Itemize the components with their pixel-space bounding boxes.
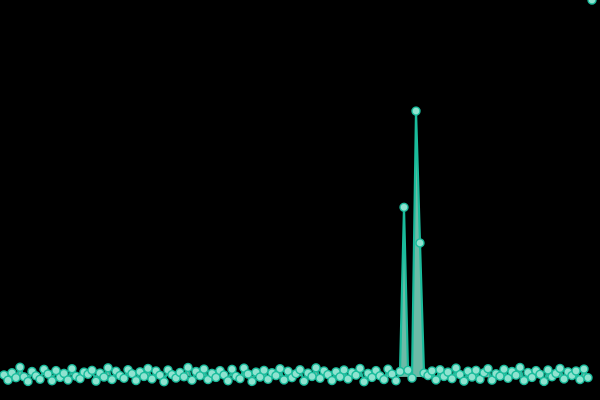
- data-point-marker: [451, 363, 461, 373]
- data-point-marker: [199, 364, 209, 374]
- data-point-marker: [471, 365, 481, 375]
- data-point-marker: [35, 374, 45, 384]
- data-point-marker: [355, 363, 365, 374]
- data-point-marker: [359, 377, 369, 387]
- data-point-marker: [511, 370, 521, 380]
- data-point-marker: [499, 364, 509, 375]
- data-point-marker: [3, 375, 13, 385]
- data-point-marker: [315, 373, 325, 384]
- data-point-marker: [87, 365, 97, 375]
- data-point-marker: [263, 374, 273, 384]
- data-point-marker: [583, 373, 593, 383]
- data-point-marker: [179, 372, 189, 382]
- data-point-marker: [227, 364, 237, 375]
- data-point-marker: [579, 364, 589, 374]
- data-point-marker: [403, 365, 413, 375]
- data-point-marker: [559, 374, 569, 384]
- data-point-marker: [487, 375, 497, 385]
- data-point-marker: [435, 364, 445, 375]
- data-point-marker: [147, 374, 157, 384]
- data-point-marker: [527, 372, 537, 383]
- data-point-marker: [47, 376, 57, 386]
- data-point-marker: [195, 371, 205, 381]
- data-point-marker: [459, 376, 469, 386]
- data-point-marker: [543, 365, 553, 375]
- data-point-marker: [475, 374, 485, 384]
- data-point-marker: [159, 377, 169, 387]
- data-point-marker: [483, 364, 493, 374]
- data-point-marker: [247, 376, 257, 387]
- data-point-marker: [103, 363, 113, 373]
- data-point-marker: [587, 0, 597, 5]
- data-point-marker: [211, 372, 221, 383]
- data-point-marker: [99, 372, 109, 382]
- data-point-marker: [283, 366, 293, 376]
- data-point-marker: [539, 376, 549, 387]
- data-point-marker: [299, 376, 309, 386]
- data-point-marker: [431, 375, 441, 385]
- data-point-marker: [187, 375, 197, 385]
- data-point-marker: [223, 376, 233, 386]
- data-point-marker: [455, 369, 465, 380]
- data-point-markers: [0, 0, 597, 387]
- data-point-marker: [143, 363, 153, 374]
- data-point-marker: [391, 376, 401, 386]
- data-point-marker: [139, 371, 149, 382]
- data-point-marker: [119, 373, 129, 384]
- data-point-marker: [447, 373, 457, 384]
- data-point-marker: [407, 373, 417, 383]
- data-point-marker: [339, 365, 349, 375]
- data-point-marker: [343, 374, 353, 384]
- data-point-marker: [23, 376, 33, 387]
- data-point-marker: [387, 369, 397, 379]
- data-point-marker: [399, 202, 409, 212]
- data-point-marker: [307, 371, 317, 382]
- data-point-marker: [555, 363, 565, 374]
- data-point-marker: [311, 363, 321, 373]
- data-point-marker: [67, 364, 77, 374]
- data-point-marker: [259, 365, 269, 375]
- data-point-marker: [575, 374, 585, 385]
- data-point-marker: [243, 369, 253, 379]
- data-point-marker: [327, 375, 337, 386]
- data-point-marker: [571, 366, 581, 376]
- data-point-marker: [11, 373, 21, 383]
- data-point-marker: [279, 375, 289, 385]
- data-point-marker: [43, 369, 53, 379]
- data-point-marker: [75, 373, 85, 384]
- data-point-marker: [503, 373, 513, 384]
- data-point-marker: [155, 370, 165, 380]
- data-point-marker: [63, 375, 73, 385]
- data-point-marker: [515, 362, 525, 373]
- data-point-marker: [443, 367, 453, 377]
- data-point-marker: [295, 364, 305, 375]
- data-point-marker: [183, 362, 193, 373]
- data-point-marker: [519, 375, 529, 386]
- data-point-marker: [131, 375, 141, 386]
- data-point-marker: [351, 370, 361, 380]
- data-point-marker: [535, 369, 545, 379]
- data-point-marker: [91, 376, 101, 386]
- data-point-marker: [271, 370, 281, 381]
- data-point-marker: [107, 374, 117, 385]
- data-point-marker: [379, 374, 389, 385]
- data-point-marker: [59, 368, 69, 379]
- data-point-marker: [275, 364, 285, 374]
- data-point-marker: [427, 366, 437, 376]
- data-point-marker: [15, 362, 25, 372]
- series-signal: [0, 0, 597, 387]
- data-point-marker: [235, 373, 245, 384]
- data-point-marker: [51, 365, 61, 376]
- data-point-marker: [395, 366, 405, 377]
- data-point-marker: [411, 106, 421, 116]
- data-point-marker: [415, 238, 425, 248]
